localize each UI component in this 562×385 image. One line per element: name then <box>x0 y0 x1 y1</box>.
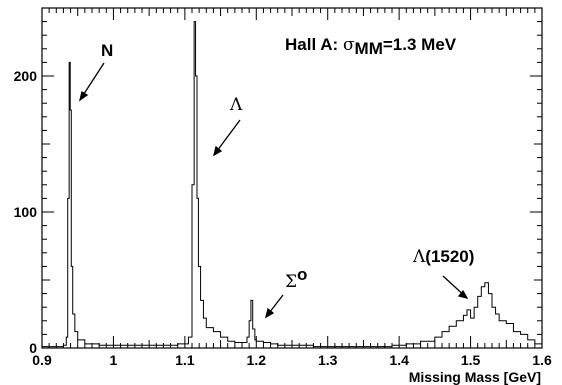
peak-label-n: N <box>101 41 113 60</box>
x-tick-label: 0.9 <box>32 352 52 368</box>
x-tick-label: 1.6 <box>532 352 552 368</box>
x-tick-label: 1.3 <box>318 352 338 368</box>
x-tick-label: 1 <box>110 352 118 368</box>
plot-frame <box>41 7 543 349</box>
arrowhead-lambda1520 <box>457 289 469 300</box>
x-tick-label: 1.5 <box>461 352 481 368</box>
x-tick-label: 1.4 <box>389 352 409 368</box>
arrowhead-lambda <box>212 145 223 157</box>
x-tick-label: 1.1 <box>175 352 195 368</box>
y-tick-label: 100 <box>14 204 38 220</box>
resolution-label: Hall A: σMM=1.3 MeV <box>285 35 457 58</box>
series-layer <box>42 21 543 348</box>
annotation-arrows <box>78 62 469 319</box>
x-tick-label: 1.2 <box>247 352 267 368</box>
peak-label-lambda: Λ <box>229 95 243 115</box>
arrowhead-sigma0 <box>264 307 275 319</box>
peak-label-lambda1520: Λ(1520) <box>412 247 474 267</box>
y-tick-label: 0 <box>29 340 37 356</box>
y-tick-label: 200 <box>14 68 38 84</box>
series-line-0 <box>42 21 543 348</box>
arrowhead-n <box>78 90 89 102</box>
peak-label-sigma0: Σo <box>285 265 307 292</box>
ticks-layer: 0.9 1 1.1 1.2 1.3 1.4 1.5 1.6 0 100 200 <box>14 7 552 368</box>
x-axis-title: Missing Mass [GeV] <box>409 369 541 385</box>
